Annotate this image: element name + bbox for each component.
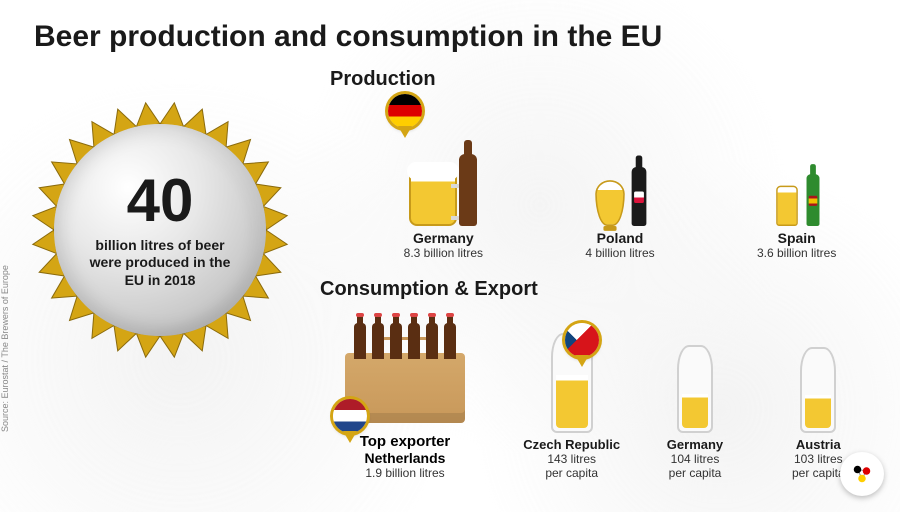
- value-label: 4 billion litres: [585, 246, 654, 260]
- consumption-item: Czech Republic143 litresper capita: [520, 323, 623, 480]
- mug-icon: [409, 170, 457, 226]
- flag-icon: [634, 192, 644, 203]
- source-text: Source: Eurostat / The Brewers of Europe: [0, 265, 10, 432]
- country-label: Austria: [796, 437, 841, 452]
- value-label: 143 litres: [547, 452, 596, 466]
- production-heading: Production: [330, 68, 436, 91]
- consumption-row: Top exporterNetherlands1.9 billion litre…: [310, 320, 870, 480]
- award-badge-icon: [388, 94, 422, 128]
- glass-visual: [800, 337, 836, 433]
- weizen-glass-icon: [800, 347, 836, 433]
- award-badge-icon: [333, 399, 367, 433]
- beer-visual: [370, 100, 517, 226]
- page-title: Beer production and consumption in the E…: [34, 20, 662, 54]
- consumption-heading: Consumption & Export: [320, 278, 538, 301]
- cap-text: billion litres of beer were produced in …: [85, 237, 235, 290]
- bottle-cap-stat: 40 billion litres of beer were produced …: [30, 100, 290, 360]
- tulip-icon: [595, 180, 625, 226]
- value-label: 8.3 billion litres: [404, 246, 483, 260]
- value-label: 3.6 billion litres: [757, 246, 836, 260]
- glass-visual: [551, 323, 593, 433]
- flag-icon: [808, 196, 817, 206]
- unit-label: per capita: [792, 466, 845, 480]
- production-item: Spain3.6 billion litres: [723, 100, 870, 260]
- bottle-icon: [459, 154, 477, 226]
- award-badge-icon: [565, 323, 599, 357]
- country-label: Spain: [778, 230, 816, 246]
- bottle-icon: [806, 174, 819, 226]
- top-exporter: Top exporterNetherlands1.9 billion litre…: [310, 353, 500, 480]
- consumption-item: Germany104 litresper capita: [643, 335, 746, 480]
- country-label: Netherlands: [365, 450, 446, 466]
- value-label: 104 litres: [671, 452, 720, 466]
- country-label: Germany: [413, 230, 474, 246]
- unit-label: per capita: [545, 466, 598, 480]
- production-row: Germany8.3 billion litresPoland4 billion…: [370, 100, 870, 260]
- beer-visual: [723, 100, 870, 226]
- production-item: Germany8.3 billion litres: [370, 100, 517, 260]
- exporter-title: Top exporter: [360, 433, 451, 450]
- crate-icon: [345, 353, 465, 423]
- cap-inner: 40 billion litres of beer were produced …: [54, 124, 266, 336]
- beer-visual: [547, 100, 694, 226]
- bottle-icon: [632, 167, 647, 226]
- cap-number: 40: [127, 171, 194, 231]
- country-label: Germany: [667, 437, 723, 452]
- logo-icon: [840, 452, 884, 496]
- pint-icon: [776, 186, 798, 226]
- production-item: Poland4 billion litres: [547, 100, 694, 260]
- value-label: 1.9 billion litres: [365, 466, 444, 480]
- glass-visual: [677, 335, 714, 433]
- weizen-glass-icon: [677, 345, 714, 433]
- unit-label: per capita: [669, 466, 722, 480]
- value-label: 103 litres: [794, 452, 843, 466]
- country-label: Czech Republic: [523, 437, 620, 452]
- country-label: Poland: [597, 230, 644, 246]
